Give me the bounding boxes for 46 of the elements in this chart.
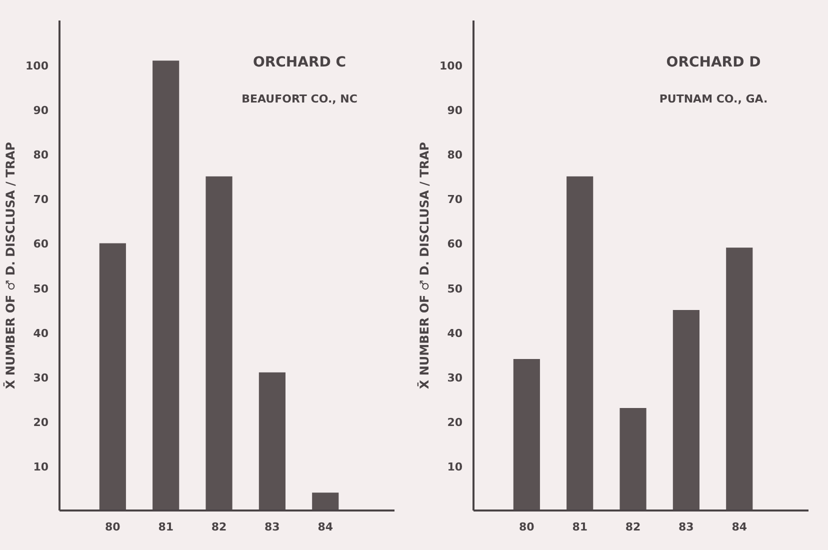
x-tick-label: 82 [625,520,641,534]
y-tick-label: 70 [447,193,463,206]
y-tick-label: 30 [33,371,49,384]
x-tick-label: 84 [732,520,748,534]
y-axis-title: X̄ NUMBER OF ♂ D. DISCLUSA / TRAP [2,142,18,390]
x-tick-label: 83 [678,520,694,534]
y-tick-label: 20 [447,416,463,429]
bar [566,176,594,510]
y-tick-label: 60 [33,238,49,251]
y-tick-label: 80 [33,148,49,162]
y-tick-label: 90 [33,104,49,118]
y-tick-label: 100 [26,60,49,73]
text: ORCHARD D [666,54,761,70]
x-tick-label: 81 [158,520,174,534]
bar [726,248,753,510]
y-tick-label: 60 [447,238,463,251]
bar [99,243,126,510]
y-tick-label: 40 [447,326,463,340]
bar [672,310,700,510]
bar [312,492,339,510]
y-tick-label: 50 [447,282,463,296]
x-tick-label: 80 [519,520,535,534]
y-tick-label: 20 [33,416,49,429]
x-tick-label: 80 [105,520,121,534]
y-tick-label: 70 [33,193,49,206]
y-tick-label: 80 [447,148,463,162]
y-tick-label: 40 [33,326,49,340]
y-tick-label: 50 [33,282,49,296]
x-tick-label: 83 [264,520,280,534]
x-tick-label: 82 [211,520,227,534]
y-tick-label: 10 [33,460,49,474]
bar [513,359,540,510]
x-tick-label: 84 [318,520,334,534]
y-tick-label: 90 [447,104,463,118]
y-tick-label: 100 [440,60,463,73]
bar [152,60,180,510]
y-axis-title: X̄ NUMBER OF ♂ D. DISCLUSA / TRAP [416,142,432,390]
bar [620,408,646,510]
text: BEAUFORT CO., NC [242,92,358,106]
bar [206,176,232,510]
y-tick-label: 30 [447,371,463,384]
text: ORCHARD C [252,54,346,70]
text: PUTNAM CO., GA. [659,92,768,106]
x-tick-label: 81 [572,520,588,534]
y-tick-label: 10 [447,460,463,474]
bar [258,372,286,510]
